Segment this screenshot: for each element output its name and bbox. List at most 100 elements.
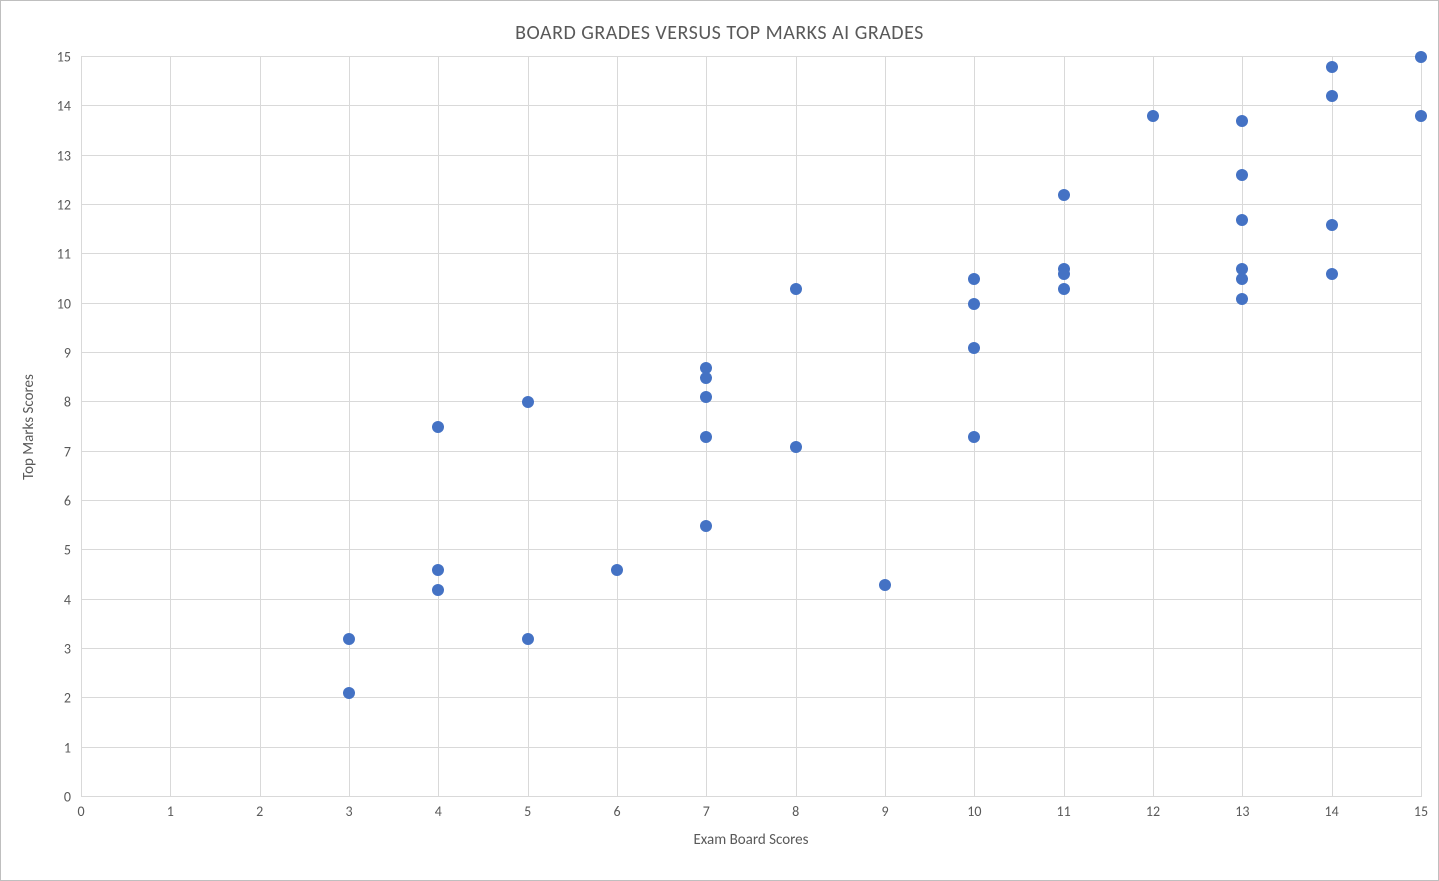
gridline-vertical [528, 57, 529, 797]
gridline-horizontal [81, 599, 1421, 600]
scatter-point [432, 564, 444, 576]
y-tick-label: 1 [64, 739, 71, 756]
scatter-point [1236, 169, 1248, 181]
y-tick-label: 11 [57, 246, 71, 263]
scatter-point [432, 584, 444, 596]
gridline-horizontal [81, 105, 1421, 106]
gridline-horizontal [81, 352, 1421, 353]
y-axis-label-text: Top Marks Scores [20, 374, 38, 480]
y-tick-label: 6 [64, 493, 71, 510]
scatter-point [700, 431, 712, 443]
gridline-vertical [349, 57, 350, 797]
x-axis-label: Exam Board Scores [81, 831, 1421, 849]
x-tick-label: 12 [1146, 803, 1160, 820]
scatter-point [1415, 51, 1427, 63]
y-tick-label: 5 [64, 542, 71, 559]
x-tick-label: 2 [256, 803, 263, 820]
gridline-horizontal [81, 401, 1421, 402]
gridline-horizontal [81, 796, 1421, 797]
scatter-point [1326, 219, 1338, 231]
y-tick-label: 10 [57, 295, 71, 312]
scatter-point [1236, 214, 1248, 226]
y-tick-label: 8 [64, 394, 71, 411]
x-tick-label: 8 [792, 803, 799, 820]
gridline-horizontal [81, 253, 1421, 254]
plot-area: 0123456789101112131415012345678910111213… [81, 57, 1421, 797]
scatter-point [700, 391, 712, 403]
gridline-horizontal [81, 451, 1421, 452]
gridline-vertical [885, 57, 886, 797]
scatter-point [700, 520, 712, 532]
gridline-horizontal [81, 697, 1421, 698]
x-tick-label: 6 [613, 803, 620, 820]
gridline-horizontal [81, 204, 1421, 205]
scatter-point [1236, 115, 1248, 127]
scatter-point [1326, 268, 1338, 280]
y-tick-label: 0 [64, 789, 71, 806]
y-tick-label: 13 [57, 147, 71, 164]
scatter-point [1236, 293, 1248, 305]
x-tick-label: 4 [435, 803, 442, 820]
y-axis-label: Top Marks Scores [19, 57, 39, 797]
y-tick-label: 14 [57, 98, 71, 115]
x-tick-label: 0 [77, 803, 84, 820]
chart-title: BOARD GRADES VERSUS TOP MARKS AI GRADES [1, 21, 1438, 45]
gridline-vertical [1421, 57, 1422, 797]
scatter-point [1326, 61, 1338, 73]
scatter-point [432, 421, 444, 433]
scatter-point [968, 342, 980, 354]
scatter-point [343, 687, 355, 699]
scatter-point [611, 564, 623, 576]
scatter-point [1326, 90, 1338, 102]
scatter-chart: BOARD GRADES VERSUS TOP MARKS AI GRADES … [0, 0, 1439, 881]
y-tick-label: 4 [64, 591, 71, 608]
x-tick-label: 15 [1414, 803, 1428, 820]
gridline-horizontal [81, 56, 1421, 57]
gridline-vertical [260, 57, 261, 797]
y-tick-label: 15 [57, 49, 71, 66]
scatter-point [522, 396, 534, 408]
x-tick-label: 14 [1325, 803, 1339, 820]
scatter-point [968, 298, 980, 310]
x-tick-label: 10 [967, 803, 981, 820]
x-tick-label: 9 [881, 803, 888, 820]
y-tick-label: 2 [64, 690, 71, 707]
gridline-vertical [1332, 57, 1333, 797]
gridline-horizontal [81, 747, 1421, 748]
y-tick-label: 12 [57, 197, 71, 214]
x-tick-label: 11 [1057, 803, 1071, 820]
scatter-point [1058, 263, 1070, 275]
gridline-horizontal [81, 648, 1421, 649]
x-tick-label: 5 [524, 803, 531, 820]
gridline-horizontal [81, 303, 1421, 304]
gridline-vertical [81, 57, 82, 797]
scatter-point [700, 362, 712, 374]
scatter-point [790, 441, 802, 453]
gridline-vertical [1064, 57, 1065, 797]
gridline-horizontal [81, 500, 1421, 501]
gridline-horizontal [81, 155, 1421, 156]
scatter-point [343, 633, 355, 645]
gridline-vertical [1153, 57, 1154, 797]
y-tick-label: 7 [64, 443, 71, 460]
scatter-point [1147, 110, 1159, 122]
scatter-point [1058, 283, 1070, 295]
scatter-point [879, 579, 891, 591]
scatter-point [522, 633, 534, 645]
gridline-vertical [796, 57, 797, 797]
scatter-point [968, 273, 980, 285]
gridline-vertical [974, 57, 975, 797]
gridline-vertical [617, 57, 618, 797]
scatter-point [1415, 110, 1427, 122]
x-tick-label: 1 [167, 803, 174, 820]
x-tick-label: 7 [703, 803, 710, 820]
scatter-point [968, 431, 980, 443]
gridline-vertical [1242, 57, 1243, 797]
gridline-vertical [706, 57, 707, 797]
gridline-vertical [170, 57, 171, 797]
scatter-point [790, 283, 802, 295]
x-tick-label: 13 [1235, 803, 1249, 820]
scatter-point [1058, 189, 1070, 201]
y-tick-label: 3 [64, 641, 71, 658]
x-tick-label: 3 [345, 803, 352, 820]
